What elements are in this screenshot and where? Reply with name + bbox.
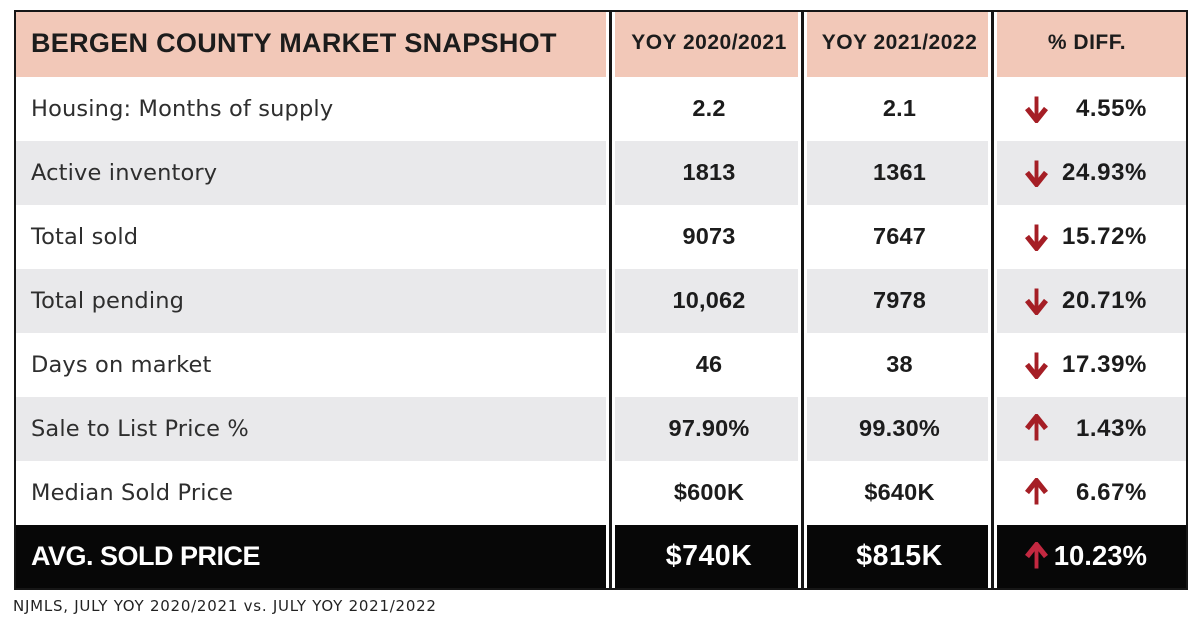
row-value-y1: 46: [695, 351, 723, 377]
row-diff-value: 20.71%: [1062, 286, 1147, 314]
column-divider: [991, 12, 994, 588]
row-value-y2: 38: [886, 351, 913, 377]
row-label: Active inventory: [31, 159, 218, 186]
row-value-y2: 7978: [872, 287, 927, 313]
row-value-y2: $640K: [864, 479, 935, 505]
arrow-down-icon: [1025, 94, 1048, 123]
arrow-up-icon: [1025, 478, 1048, 507]
row-value-y1: $600K: [673, 479, 745, 505]
arrow-up-icon: [1025, 414, 1048, 443]
row-diff-value: 15.72%: [1062, 222, 1147, 250]
column-header-yoy-2020-2021: YOY 2020/2021: [631, 31, 787, 55]
table-grid: BERGEN COUNTY MARKET SNAPSHOT YOY 2020/2…: [16, 12, 1186, 588]
row-diff-value: 24.93%: [1062, 158, 1147, 186]
table-title: BERGEN COUNTY MARKET SNAPSHOT: [31, 27, 557, 58]
row-value-y2: 99.30%: [859, 415, 940, 441]
header-title-cell: BERGEN COUNTY MARKET SNAPSHOT: [16, 12, 606, 77]
header-row: BERGEN COUNTY MARKET SNAPSHOT YOY 2020/2…: [16, 12, 1186, 77]
row-diff-value: 4.55%: [1075, 94, 1147, 122]
row-diff-value: 17.39%: [1062, 350, 1147, 378]
table-row: Housing: Months of supply 2.2 2.1 4.55%: [16, 76, 1186, 141]
table-row: Sale to List Price % 97.90% 99.30% 1.43%: [16, 396, 1186, 461]
row-label: Total pending: [31, 287, 185, 314]
row-label: Days on market: [31, 351, 212, 378]
total-row-label: AVG. SOLD PRICE: [31, 540, 261, 571]
arrow-down-icon: [1025, 222, 1048, 251]
row-value-y1: 97.90%: [668, 415, 750, 441]
total-value-y1: $740K: [665, 539, 753, 572]
table-row: Total sold 9073 7647 15.72%: [16, 204, 1186, 269]
row-label: Housing: Months of supply: [31, 95, 334, 122]
total-row: AVG. SOLD PRICE $740K $815K 10.23%: [16, 524, 1186, 588]
arrow-down-icon: [1025, 350, 1048, 379]
table-row: Total pending 10,062 7978 20.71%: [16, 268, 1186, 333]
header-yoy-2020-2021-cell: YOY 2020/2021: [615, 12, 798, 77]
total-diff-value: 10.23%: [1053, 540, 1147, 571]
row-value-y1: 2.2: [692, 95, 726, 121]
row-diff-value: 6.67%: [1075, 478, 1147, 506]
row-label: Median Sold Price: [31, 479, 234, 506]
row-value-y2: 1361: [872, 159, 927, 185]
row-label: Sale to List Price %: [31, 415, 249, 442]
row-value-y1: 9073: [682, 223, 736, 249]
arrow-up-icon: [1024, 541, 1048, 571]
column-header-yoy-2021-2022: YOY 2021/2022: [821, 31, 978, 55]
row-label: Total sold: [31, 223, 139, 250]
column-divider: [609, 12, 612, 588]
column-divider: [801, 12, 804, 588]
table-row: Active inventory 1813 1361 24.93%: [16, 140, 1186, 205]
table-row: Median Sold Price $600K $640K 6.67%: [16, 460, 1186, 525]
source-note: NJMLS, JULY YOY 2020/2021 vs. JULY YOY 2…: [13, 597, 437, 615]
total-value-y2: $815K: [856, 539, 943, 572]
header-yoy-2021-2022-cell: YOY 2021/2022: [807, 12, 988, 77]
market-snapshot-table: BERGEN COUNTY MARKET SNAPSHOT YOY 2020/2…: [14, 10, 1188, 590]
arrow-down-icon: [1025, 286, 1048, 315]
arrow-down-icon: [1025, 158, 1048, 187]
row-value-y2: 2.1: [882, 95, 917, 121]
row-diff-value: 1.43%: [1075, 414, 1147, 442]
row-value-y1: 1813: [682, 159, 736, 185]
row-value-y1: 10,062: [672, 287, 746, 313]
row-value-y2: 7647: [872, 223, 927, 249]
column-header-percent-diff: % DIFF.: [1047, 31, 1127, 55]
table-row: Days on market 46 38 17.39%: [16, 332, 1186, 397]
header-diff-cell: % DIFF.: [997, 12, 1186, 77]
